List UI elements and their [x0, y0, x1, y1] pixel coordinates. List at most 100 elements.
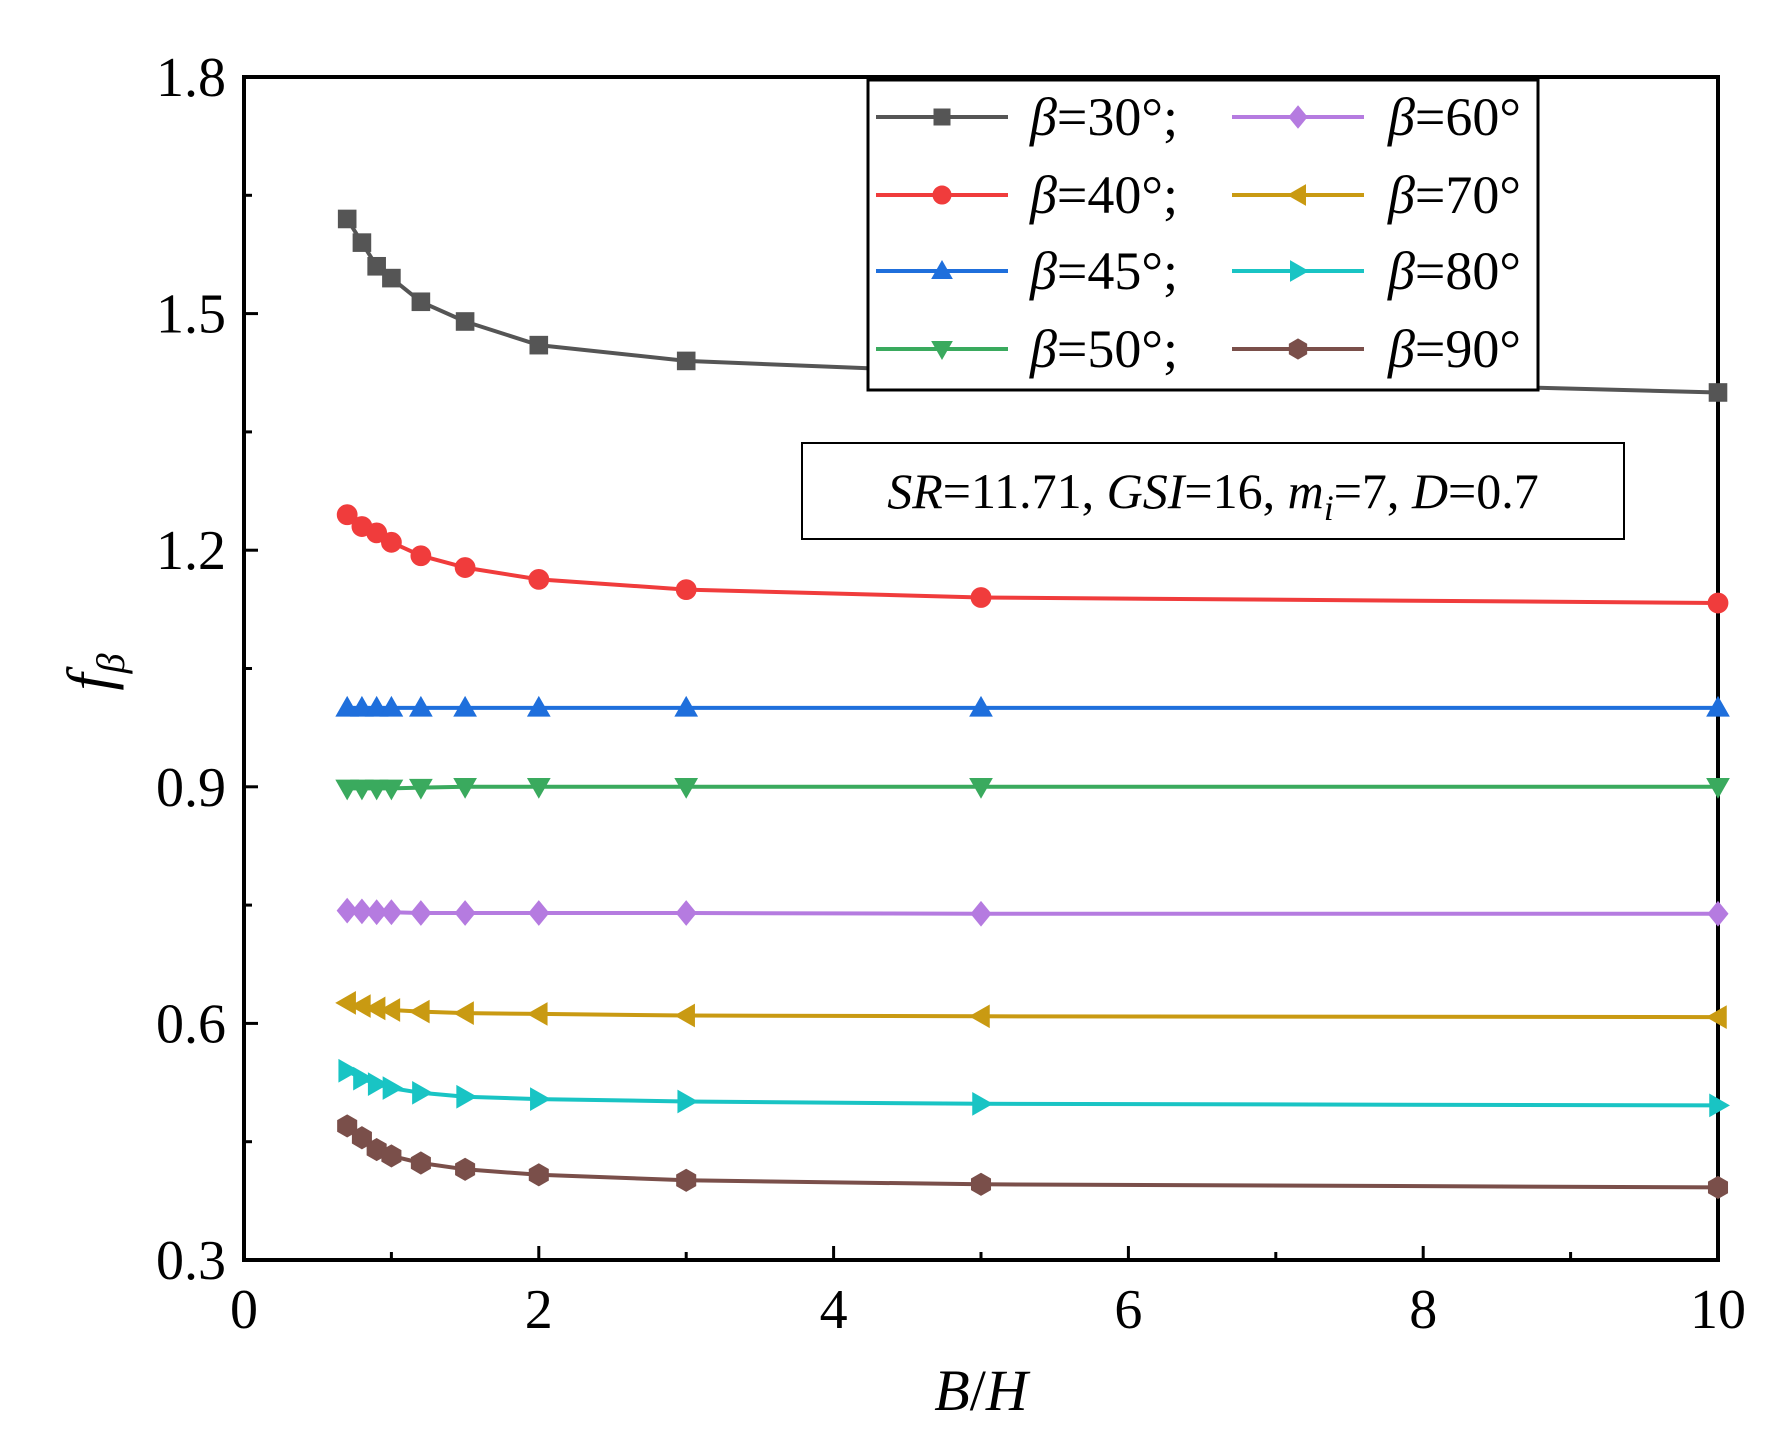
series-line — [346, 1000, 1719, 1020]
series-1 — [336, 504, 1729, 614]
data-point — [675, 579, 697, 601]
legend-symbol: β — [1387, 319, 1415, 379]
legend-label: β=60° — [1387, 87, 1521, 147]
legend-item: β=30°; — [876, 87, 1178, 147]
x-axis-title-slash: / — [970, 1358, 987, 1423]
data-point — [970, 900, 992, 927]
data-point — [412, 1080, 433, 1105]
legend-label: β=30°; — [1029, 87, 1178, 147]
x-tick-label: 2 — [525, 1279, 553, 1341]
data-point — [350, 779, 374, 801]
data-point — [335, 695, 360, 717]
data-point — [530, 1087, 551, 1111]
data-point — [455, 1157, 476, 1181]
data-point — [528, 568, 550, 590]
data-point — [1707, 1175, 1729, 1200]
data-point — [367, 1072, 389, 1096]
data-point — [381, 1144, 402, 1168]
data-point — [364, 695, 389, 717]
series-line — [347, 908, 1718, 916]
series-line — [346, 1068, 1719, 1108]
data-point — [410, 1151, 431, 1175]
data-point — [454, 900, 476, 926]
legend-value: =45°; — [1057, 241, 1178, 301]
data-point — [677, 1089, 699, 1114]
data-point — [972, 1091, 994, 1116]
data-point — [410, 900, 432, 926]
legend-box — [866, 78, 1540, 392]
data-point — [969, 695, 993, 717]
legend-value: =60° — [1415, 87, 1521, 147]
data-point — [336, 897, 358, 924]
y-tick-label: 1.5 — [156, 284, 226, 346]
legend-label: β=40°; — [1029, 165, 1178, 225]
legend-marker — [931, 341, 953, 361]
data-point — [410, 545, 432, 567]
data-point — [335, 779, 360, 801]
annotation-box — [801, 442, 1625, 540]
legend: β=30°;β=40°;β=45°;β=50°;β=60°β=70°β=80°β… — [866, 78, 1540, 392]
legend-symbol: β — [1387, 241, 1415, 301]
data-point — [453, 695, 477, 717]
series-3 — [335, 778, 1730, 801]
data-point — [453, 778, 477, 799]
series-line — [347, 784, 1718, 791]
legend-symbol: β — [1387, 165, 1415, 225]
x-axis-title: B/H — [934, 1358, 1031, 1423]
data-point — [674, 1003, 695, 1028]
legend-item: β=40°; — [876, 165, 1178, 225]
data-point — [526, 695, 551, 717]
data-point — [335, 991, 356, 1015]
data-point — [379, 695, 404, 717]
data-point — [529, 335, 549, 355]
data-point — [455, 312, 475, 331]
data-point — [409, 695, 433, 717]
data-point — [366, 522, 388, 544]
legend-marker — [933, 108, 951, 126]
data-point — [456, 1084, 478, 1109]
data-point — [526, 1002, 548, 1026]
data-point — [336, 504, 358, 526]
data-point — [454, 557, 476, 578]
data-point — [1706, 695, 1730, 717]
data-point — [969, 778, 993, 799]
data-point — [1709, 1093, 1731, 1118]
data-point — [382, 1076, 404, 1100]
legend-symbol: β — [1029, 87, 1057, 147]
x-tick-label: 8 — [1409, 1279, 1437, 1341]
data-point — [970, 1172, 992, 1196]
y-tick-label: 1.2 — [156, 520, 226, 582]
axes: 0 2 4 6 8 100.30.60.91.21.51.8B/Hfβ — [56, 47, 1746, 1423]
y-tick-label: 0.3 — [156, 1230, 226, 1292]
data-point — [381, 531, 402, 553]
annot-m-label: m — [1288, 463, 1324, 519]
parameter-annotation: SR=11.71, GSI=16, mi=7, D=0.7 — [801, 442, 1625, 540]
data-point — [528, 900, 550, 926]
data-point — [1707, 900, 1729, 927]
legend-marker — [932, 185, 952, 205]
legend-label: β=45°; — [1029, 241, 1178, 301]
data-point — [379, 998, 401, 1022]
data-point — [364, 779, 389, 801]
data-point — [1706, 778, 1730, 799]
data-point — [353, 1066, 374, 1091]
series-6 — [338, 1058, 1731, 1118]
annot-gsi-value: =16, — [1184, 463, 1287, 519]
y-axis-title: fβ — [56, 653, 133, 690]
y-tick-label: 0.9 — [156, 757, 226, 819]
annotation-text: SR=11.71, GSI=16, mi=7, D=0.7 — [887, 463, 1539, 528]
y-tick-label: 1.8 — [156, 47, 226, 109]
data-point — [352, 233, 372, 252]
data-point — [367, 256, 386, 276]
legend-value: =80° — [1415, 241, 1521, 301]
y-tick-label: 0.6 — [156, 993, 226, 1055]
x-tick-label: 6 — [1114, 1279, 1142, 1341]
series-line — [345, 1124, 1719, 1190]
series-2 — [335, 695, 1730, 717]
legend-marker — [931, 259, 953, 279]
annot-d-value: =0.7 — [1448, 463, 1539, 519]
data-point — [379, 779, 404, 801]
data-point — [968, 1004, 990, 1029]
data-point — [675, 900, 697, 926]
